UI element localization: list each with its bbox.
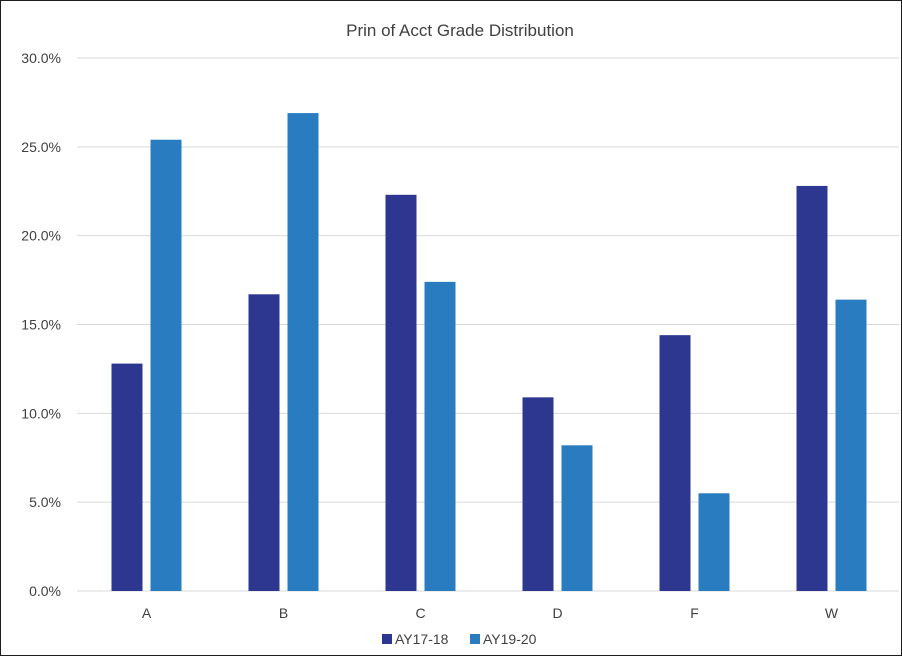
y-axis-ticks: 0.0% 5.0% 10.0% 15.0% 20.0% 25.0% 30.0% [21,50,61,599]
chart-title: Prin of Acct Grade Distribution [346,21,574,40]
bar-B-AY17-18 [248,294,280,591]
x-tick-label: C [415,605,425,621]
legend-label: AY19-20 [483,631,537,647]
y-tick-label: 25.0% [21,139,61,155]
legend: AY17-18 AY19-20 [382,631,537,647]
bar-C-AY17-18 [385,194,417,591]
y-tick-label: 30.0% [21,50,61,66]
x-tick-label: D [552,605,562,621]
y-tick-label: 10.0% [21,405,61,421]
bar-W-AY19-20 [835,299,867,591]
bar-F-AY17-18 [659,335,691,591]
x-tick-label: B [279,605,288,621]
bar-W-AY17-18 [796,185,828,592]
bar-D-AY19-20 [561,445,593,591]
y-tick-label: 15.0% [21,317,61,333]
bar-C-AY19-20 [424,281,456,591]
legend-swatch [382,634,392,644]
y-tick-label: 20.0% [21,228,61,244]
y-tick-label: 0.0% [29,583,61,599]
x-tick-label: F [690,605,699,621]
bar-F-AY19-20 [698,493,730,591]
bar-D-AY17-18 [522,397,554,591]
bars [111,113,867,592]
y-tick-label: 5.0% [29,494,61,510]
gridlines [77,57,899,592]
bar-B-AY19-20 [287,113,319,592]
bar-A-AY17-18 [111,363,143,591]
bar-A-AY19-20 [150,139,182,591]
x-tick-label: A [142,605,152,621]
x-tick-label: W [825,605,839,621]
legend-label: AY17-18 [395,631,449,647]
legend-swatch [470,634,480,644]
